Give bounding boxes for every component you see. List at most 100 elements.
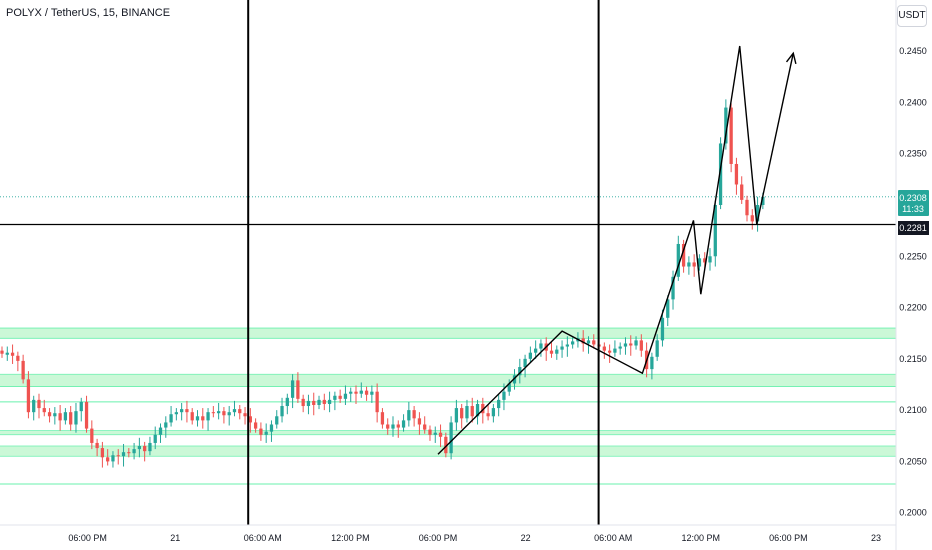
symbol-title[interactable]: POLYX / TetherUS, 15, BINANCE	[6, 7, 171, 19]
candle	[16, 351, 20, 372]
candle	[544, 337, 548, 361]
candle	[602, 342, 606, 359]
candle-body	[613, 348, 617, 353]
candle-body	[555, 349, 559, 354]
price-tick-label: 0.2400	[899, 97, 927, 107]
candle-body	[750, 215, 754, 222]
candle	[285, 393, 289, 415]
candle-body	[470, 406, 474, 417]
candle-body	[534, 348, 538, 353]
candle	[317, 395, 321, 410]
time-tick-label: 12:00 PM	[331, 533, 370, 543]
candle	[718, 137, 723, 210]
candle-body	[206, 412, 210, 421]
candle-body	[412, 410, 416, 419]
candle-body	[222, 411, 226, 416]
projection-arrow-head	[785, 51, 797, 65]
time-tick-label: 06:00 AM	[244, 533, 282, 543]
candle-body	[449, 422, 453, 454]
candle	[26, 371, 31, 419]
candle-body	[623, 343, 628, 347]
candle	[650, 352, 654, 380]
candle	[259, 422, 263, 441]
candle	[565, 336, 569, 357]
candle-body	[650, 356, 654, 370]
candle-body	[687, 262, 691, 267]
candle	[169, 406, 173, 427]
candle-body	[211, 412, 215, 414]
candle	[296, 372, 300, 403]
candle-body	[84, 401, 89, 429]
time-tick-label: 22	[521, 533, 531, 543]
candle-body	[401, 420, 406, 428]
candle-body	[386, 424, 390, 429]
candle-body	[317, 399, 321, 405]
candle	[423, 416, 427, 434]
candle-body	[660, 317, 665, 341]
candle-body	[32, 399, 36, 413]
candle	[581, 330, 585, 352]
candle-body	[264, 431, 268, 435]
candle	[417, 412, 422, 435]
candle-body	[21, 360, 25, 380]
candle	[660, 309, 665, 347]
price-axis[interactable]: 0.24500.24000.23500.23000.22500.22000.21…	[895, 0, 927, 550]
candle	[449, 416, 453, 460]
candle	[95, 438, 99, 457]
time-axis[interactable]: 06:00 PM 21 06:00 AM 12:00 PM 06:00 PM 22 06:0…	[0, 524, 896, 543]
candle-body	[755, 205, 760, 222]
candle	[755, 196, 760, 232]
candle	[676, 235, 680, 281]
candle-body	[143, 446, 147, 452]
candle	[143, 441, 147, 462]
candle	[248, 408, 252, 433]
candle	[53, 407, 57, 425]
candle	[275, 410, 279, 429]
candle	[264, 423, 268, 443]
candle-body	[174, 412, 178, 415]
candle	[10, 344, 15, 364]
candle-body	[734, 163, 739, 185]
candle-body	[69, 412, 73, 425]
candle	[280, 397, 284, 423]
price-tick-label: 0.2100	[899, 405, 927, 415]
candle	[206, 408, 210, 431]
candle-body	[375, 391, 379, 413]
candle-body	[407, 410, 411, 421]
candle-body	[618, 346, 622, 349]
candle-body	[428, 429, 432, 435]
candle	[306, 394, 311, 415]
candle-body	[634, 340, 638, 346]
candle-body	[438, 432, 443, 437]
candle	[190, 408, 194, 425]
candle-body	[106, 457, 110, 462]
candle	[512, 369, 517, 390]
candle	[47, 408, 52, 423]
currency-selector[interactable]: USDT	[897, 5, 927, 27]
candle-body	[354, 391, 358, 394]
candle-body	[301, 398, 305, 407]
candle	[164, 416, 168, 438]
candle-body	[528, 352, 533, 359]
candle	[475, 399, 480, 425]
candle-body	[195, 416, 200, 421]
candle	[211, 406, 215, 418]
candle-body	[491, 408, 496, 417]
time-tick-label: 06:00 PM	[419, 533, 458, 543]
candle	[433, 426, 437, 443]
candle-body	[132, 449, 136, 454]
candle	[349, 387, 353, 402]
candle	[518, 358, 522, 384]
candle	[343, 385, 348, 405]
candle	[153, 426, 157, 450]
candle	[74, 402, 78, 433]
candle	[407, 401, 411, 427]
candle-body	[697, 258, 702, 267]
candle	[687, 256, 691, 275]
candle	[634, 336, 638, 350]
candle	[0, 346, 4, 358]
candle-body	[0, 350, 4, 354]
candle-body	[475, 403, 480, 417]
candle-body	[338, 395, 342, 399]
